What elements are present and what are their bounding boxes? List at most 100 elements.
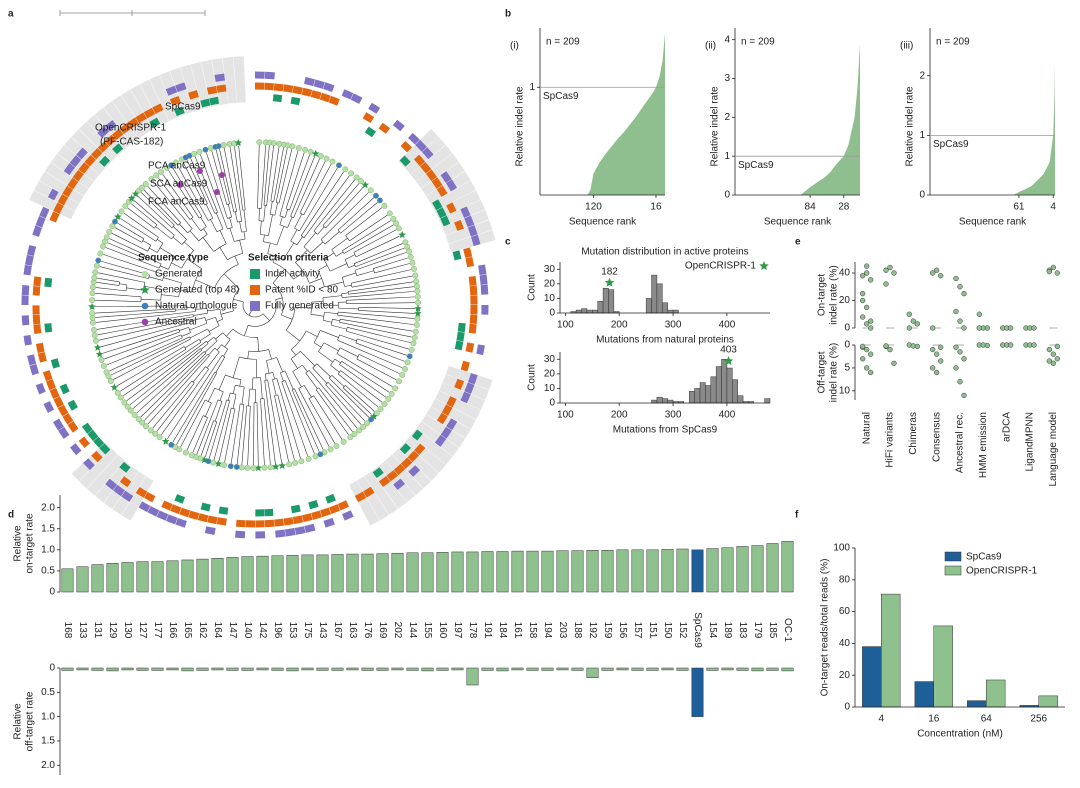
leaf xyxy=(295,145,302,151)
ring-segment xyxy=(72,169,84,182)
bar xyxy=(361,553,374,593)
bar xyxy=(586,667,599,678)
branch-arc xyxy=(206,341,209,344)
branch xyxy=(272,256,276,263)
ring-segment xyxy=(138,501,151,513)
ring-segment xyxy=(149,117,161,128)
leaf xyxy=(292,460,299,466)
bar xyxy=(691,667,704,717)
leaf xyxy=(107,378,114,384)
leaf xyxy=(414,304,422,312)
ring-segment xyxy=(292,515,304,525)
legend-marker xyxy=(140,285,150,294)
leaf xyxy=(393,220,399,227)
ring-segment xyxy=(34,180,80,212)
branch-arc xyxy=(260,234,269,236)
leaf xyxy=(92,269,99,276)
ring-segment xyxy=(104,134,117,147)
point xyxy=(957,318,963,324)
x-tick-label: 133 xyxy=(77,622,88,639)
bar xyxy=(376,553,389,593)
bar xyxy=(241,667,254,671)
branch-arc xyxy=(231,407,235,410)
point xyxy=(868,277,874,283)
branch xyxy=(208,347,216,356)
point xyxy=(930,325,936,331)
ring-segment xyxy=(407,450,420,463)
ring-segment xyxy=(446,396,457,408)
leaf xyxy=(99,243,106,250)
x-tick-label: 127 xyxy=(137,622,148,639)
branch xyxy=(289,154,310,211)
ring-segment xyxy=(67,177,79,190)
bar xyxy=(616,549,629,593)
branch-arc xyxy=(188,327,191,333)
ring-segment xyxy=(410,428,453,465)
bar xyxy=(602,287,609,314)
branch xyxy=(195,308,208,310)
legend-marker xyxy=(250,269,260,279)
x-tick-label: 163 xyxy=(347,622,358,639)
legend-marker xyxy=(250,301,260,311)
ring-segment xyxy=(135,486,148,498)
ring-segment xyxy=(456,331,465,342)
branch xyxy=(346,296,415,301)
x-tick-label: Consensus xyxy=(931,412,942,462)
y-axis-label: On-target xyxy=(817,274,828,316)
branch xyxy=(322,295,342,298)
subtitle: (ii) xyxy=(705,41,716,52)
branch xyxy=(303,385,312,398)
branch xyxy=(356,358,397,381)
leaf xyxy=(106,229,113,235)
y-axis-label: indel rate (%) xyxy=(829,343,840,402)
ring-segment xyxy=(337,500,350,511)
ring-segment xyxy=(35,342,45,354)
ring-segment xyxy=(58,427,70,439)
bar xyxy=(121,562,134,593)
ring-segment xyxy=(112,95,146,139)
bar xyxy=(736,546,749,593)
branch xyxy=(324,311,338,314)
leaf xyxy=(244,464,251,471)
branch xyxy=(347,327,411,343)
ring-segment xyxy=(103,101,139,145)
legend-label: Natural orthologue xyxy=(155,301,238,312)
ring-segment xyxy=(216,84,227,93)
bar xyxy=(721,667,734,671)
branch xyxy=(317,264,328,271)
leaf xyxy=(117,394,124,401)
y-axis-label: Relative indel rate xyxy=(515,86,526,166)
tree-label: FCA anCas9 xyxy=(148,197,205,208)
x-axis-label: Sequence rank xyxy=(569,217,637,228)
leaf xyxy=(182,449,189,456)
bar xyxy=(705,385,712,404)
point xyxy=(1008,325,1014,331)
y-tick-label: 10 xyxy=(839,385,851,396)
branch xyxy=(274,395,289,462)
branch xyxy=(132,349,203,409)
branch xyxy=(256,402,259,465)
branch xyxy=(324,231,340,245)
ring-segment xyxy=(204,526,216,535)
branch xyxy=(276,357,283,373)
x-tick-label: 151 xyxy=(647,622,658,639)
branch xyxy=(313,179,355,232)
point xyxy=(984,342,990,349)
branch xyxy=(303,164,332,215)
branch xyxy=(119,283,127,286)
leaf xyxy=(286,461,293,468)
leaf xyxy=(367,187,374,194)
branch xyxy=(216,344,222,351)
branch xyxy=(189,230,199,242)
branch xyxy=(233,298,244,303)
leaf xyxy=(153,172,160,179)
bar xyxy=(271,555,284,593)
point xyxy=(891,270,897,276)
branch xyxy=(291,389,320,452)
branch xyxy=(313,395,343,440)
x-tick-label: 184 xyxy=(497,622,508,639)
x-tick-label: 197 xyxy=(452,622,463,639)
branch-arc xyxy=(279,224,288,228)
branch xyxy=(285,152,305,209)
branch-arc xyxy=(322,312,325,321)
